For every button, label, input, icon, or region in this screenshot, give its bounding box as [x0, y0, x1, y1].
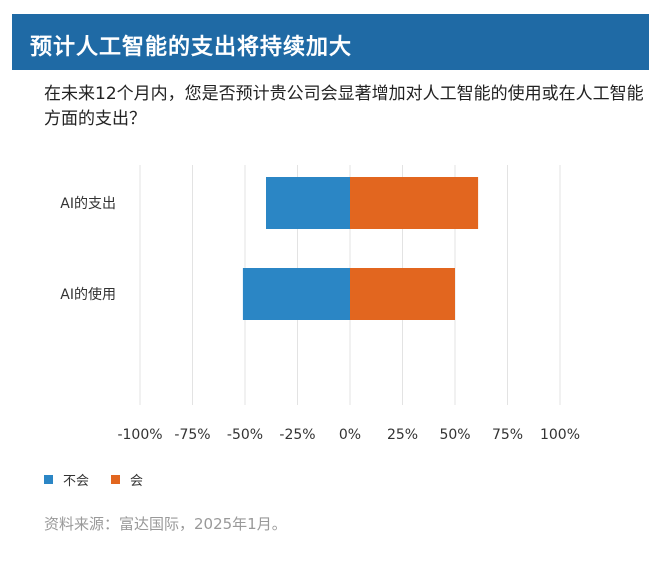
x-tick-label: -100% — [117, 427, 162, 443]
bar-no-0 — [266, 177, 350, 229]
bar-yes-0 — [350, 177, 479, 229]
x-tick-label: 75% — [492, 427, 523, 443]
source-note: 资料来源：富达国际，2025年1月。 — [44, 515, 287, 533]
legend-item-yes: 会 — [111, 470, 143, 489]
legend-label-yes: 会 — [130, 473, 144, 489]
x-tick-label: -75% — [174, 427, 210, 443]
legend: 不会 会 — [44, 470, 165, 489]
legend-label-no: 不会 — [63, 473, 90, 489]
x-tick-label: -50% — [227, 427, 263, 443]
x-tick-label: -25% — [279, 427, 315, 443]
x-tick-label: 0% — [339, 427, 361, 443]
x-tick-label: 25% — [387, 427, 418, 443]
bar-yes-1 — [350, 268, 455, 320]
legend-swatch-yes — [111, 474, 121, 484]
bar-no-1 — [242, 268, 350, 320]
x-tick-label: 50% — [439, 427, 470, 443]
x-tick-label: 100% — [540, 427, 580, 443]
diverging-bar-chart: -100% -75% -50% -25% 0% 25% 50% 75% 100% AI的支出 AI的… — [60, 165, 580, 443]
chart-title: 预计人工智能的支出将持续加大 — [12, 14, 649, 70]
legend-swatch-no — [44, 474, 53, 484]
category-label: AI的支出 — [60, 196, 116, 212]
survey-question: 在未来12个月内，您是否预计贵公司会显著增加对人工智能的使用或在人工智能方面的支… — [44, 84, 644, 129]
legend-item-no: 不会 — [44, 470, 89, 489]
category-label: AI的使用 — [60, 286, 116, 303]
